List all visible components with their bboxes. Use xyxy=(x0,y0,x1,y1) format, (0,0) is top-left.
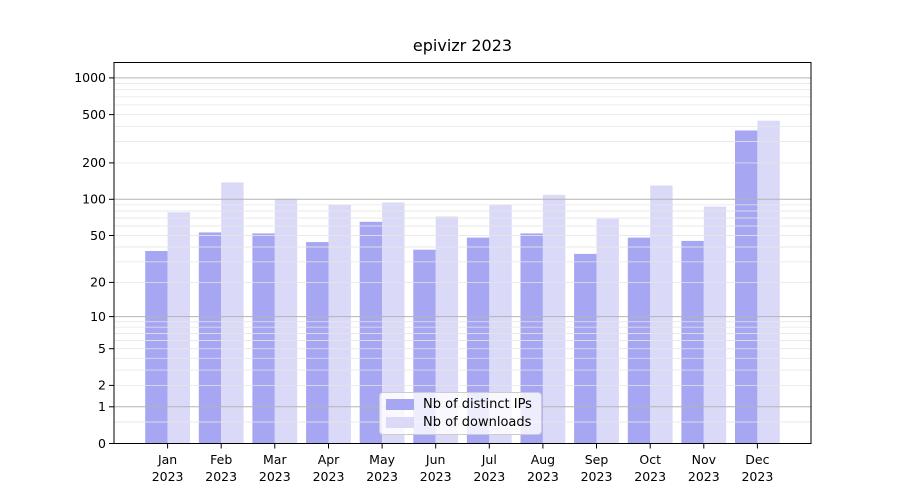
x-tick-label-year: 2023 xyxy=(581,469,613,484)
y-tick-label: 0 xyxy=(98,436,106,451)
x-tick-label-month: May xyxy=(369,452,395,467)
legend: Nb of distinct IPs Nb of downloads xyxy=(379,392,542,435)
x-tick-label-month: Mar xyxy=(263,452,287,467)
x-tick-label-year: 2023 xyxy=(205,469,237,484)
bar-distinct-ips-apr xyxy=(306,242,329,444)
x-tick-label-month: Jun xyxy=(425,452,446,467)
bar-downloads-sep xyxy=(596,218,619,444)
x-tick-label-month: Apr xyxy=(318,452,340,467)
bar-distinct-ips-feb xyxy=(198,232,222,444)
y-tick-label: 100 xyxy=(82,192,106,207)
bar-distinct-ips-nov xyxy=(681,240,704,444)
legend-swatch-distinct-ips xyxy=(386,398,414,410)
x-tick-label-month: Jan xyxy=(157,452,177,467)
chart-title: epivizr 2023 xyxy=(412,36,513,55)
y-tick-label: 10 xyxy=(90,309,106,324)
legend-label-downloads: Nb of downloads xyxy=(423,415,532,431)
y-tick-label: 1 xyxy=(98,399,106,414)
x-tick-label-year: 2023 xyxy=(527,469,559,484)
legend-item-distinct-ips: Nb of distinct IPs xyxy=(386,397,541,412)
y-tick-label: 50 xyxy=(90,228,106,243)
x-tick-label-year: 2023 xyxy=(152,469,184,484)
bar-distinct-ips-mar xyxy=(252,233,275,444)
x-tick-label-year: 2023 xyxy=(741,469,773,484)
x-tick-label-month: Feb xyxy=(210,452,232,467)
x-tick-label-year: 2023 xyxy=(420,469,452,484)
y-tick-label: 5 xyxy=(98,341,106,356)
x-tick-label-year: 2023 xyxy=(634,469,666,484)
bar-distinct-ips-may xyxy=(359,221,383,444)
bar-downloads-jun xyxy=(435,216,459,444)
x-tick-label-month: Dec xyxy=(745,452,769,467)
bar-distinct-ips-dec xyxy=(735,130,758,444)
y-tick-label: 2 xyxy=(98,378,106,393)
x-tick-label-year: 2023 xyxy=(473,469,505,484)
x-tick-label-year: 2023 xyxy=(366,469,398,484)
y-tick-label: 500 xyxy=(82,107,106,122)
bar-downloads-may xyxy=(382,202,405,444)
bar-distinct-ips-jan xyxy=(145,251,168,444)
x-tick-label-year: 2023 xyxy=(259,469,291,484)
legend-label-distinct-ips: Nb of distinct IPs xyxy=(423,396,532,412)
x-tick-label-month: Oct xyxy=(639,452,661,467)
x-tick-label-year: 2023 xyxy=(313,469,345,484)
bar-downloads-apr xyxy=(328,204,351,444)
bar-downloads-jul xyxy=(489,204,512,444)
y-tick-label: 1000 xyxy=(74,70,106,85)
x-tick-label-month: Jul xyxy=(481,452,497,467)
plot-border xyxy=(113,62,812,444)
bar-downloads-oct xyxy=(650,185,673,444)
bar-distinct-ips-aug xyxy=(520,233,543,444)
y-tick-label: 20 xyxy=(90,275,106,290)
x-tick-label-month: Aug xyxy=(531,452,555,467)
bar-downloads-aug xyxy=(542,194,566,444)
bar-downloads-nov xyxy=(703,206,727,444)
bar-downloads-mar xyxy=(274,198,298,444)
legend-item-downloads: Nb of downloads xyxy=(386,415,541,430)
bar-downloads-feb xyxy=(221,182,244,444)
x-tick-label-month: Sep xyxy=(585,452,609,467)
x-tick-label-month: Nov xyxy=(692,452,717,467)
y-tick-label: 200 xyxy=(82,155,106,170)
legend-swatch-downloads xyxy=(386,417,414,429)
x-tick-label-year: 2023 xyxy=(688,469,720,484)
